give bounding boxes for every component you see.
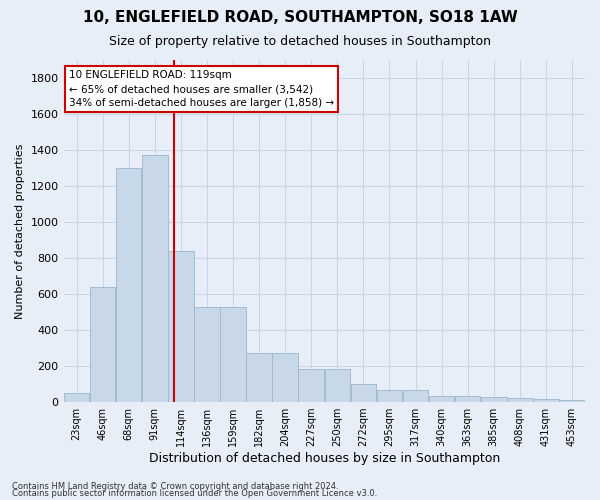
Bar xyxy=(168,251,194,402)
Text: Contains HM Land Registry data © Crown copyright and database right 2024.: Contains HM Land Registry data © Crown c… xyxy=(12,482,338,491)
Bar xyxy=(507,398,533,402)
Text: Size of property relative to detached houses in Southampton: Size of property relative to detached ho… xyxy=(109,35,491,48)
Bar xyxy=(90,287,115,402)
Bar xyxy=(116,168,142,402)
Bar xyxy=(455,396,481,402)
Text: 10 ENGLEFIELD ROAD: 119sqm
← 65% of detached houses are smaller (3,542)
34% of s: 10 ENGLEFIELD ROAD: 119sqm ← 65% of deta… xyxy=(69,70,334,108)
Bar xyxy=(481,396,506,402)
Bar xyxy=(298,369,324,402)
Bar xyxy=(350,384,376,402)
Bar xyxy=(142,156,167,402)
Bar xyxy=(325,369,350,402)
Bar xyxy=(559,400,585,402)
Text: Contains public sector information licensed under the Open Government Licence v3: Contains public sector information licen… xyxy=(12,489,377,498)
Bar xyxy=(403,390,428,402)
Y-axis label: Number of detached properties: Number of detached properties xyxy=(15,144,25,318)
Bar xyxy=(247,354,272,402)
Bar xyxy=(377,390,402,402)
Bar xyxy=(429,396,454,402)
Bar xyxy=(533,400,559,402)
Bar xyxy=(220,306,246,402)
Bar xyxy=(64,393,89,402)
Text: 10, ENGLEFIELD ROAD, SOUTHAMPTON, SO18 1AW: 10, ENGLEFIELD ROAD, SOUTHAMPTON, SO18 1… xyxy=(83,10,517,25)
X-axis label: Distribution of detached houses by size in Southampton: Distribution of detached houses by size … xyxy=(149,452,500,465)
Bar xyxy=(194,306,220,402)
Bar xyxy=(272,354,298,402)
